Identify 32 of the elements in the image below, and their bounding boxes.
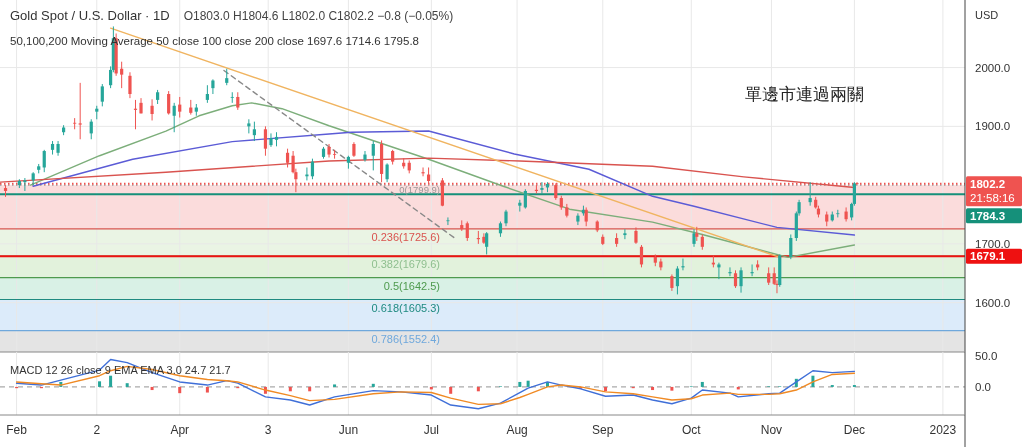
- ref-line-label: 0.786(1552.4): [371, 332, 440, 345]
- x-tick-label: Oct: [681, 423, 702, 437]
- text: Gold Spot / U.S. Dollar · 1D: [10, 8, 170, 23]
- ref-line-label: 1679.1: [970, 250, 1006, 263]
- y-tick-label: 1700.0: [975, 237, 1011, 250]
- y-tick-label: 50.0: [975, 349, 998, 362]
- text: 21:58:16: [970, 192, 1015, 205]
- x-tick-label: Jun: [338, 423, 359, 437]
- x-tick-label: Feb: [6, 423, 28, 437]
- y-tick-label: 0.0: [975, 380, 991, 393]
- annotation: O1803.0 H1804.6 L1802.0 C1802.2 −0.8 (−0.05%): [183, 9, 454, 23]
- ref-line-label: 1784.3: [970, 209, 1006, 222]
- x-tick-label: Sep: [592, 423, 614, 437]
- y-tick-label: 1900.0: [975, 120, 1011, 133]
- ref-line-label: 0.382(1679.6): [371, 257, 440, 270]
- y-axis-title: USD: [975, 9, 999, 21]
- x-tick-label: Jul: [423, 423, 440, 437]
- x-tick-label: 2: [93, 423, 101, 437]
- ref-line-label: 0.236(1725.6): [371, 230, 440, 243]
- y-tick-label: 1600.0: [975, 296, 1011, 309]
- x-tick-label: 2023: [929, 423, 957, 437]
- x-tick-label: Nov: [760, 423, 783, 437]
- ref-line-label: 0(1799.9): [399, 184, 440, 196]
- x-tick-label: 3: [264, 423, 272, 437]
- annotation: 單邊市連過兩關: [745, 84, 864, 104]
- ref-line-label: 0.5(1642.5): [383, 279, 440, 292]
- ref-line-label: 1802.2: [970, 177, 1006, 190]
- x-tick-label: Dec: [843, 423, 866, 437]
- x-tick-label: Apr: [170, 423, 190, 437]
- y-tick-label: 2000.0: [975, 61, 1011, 74]
- x-tick-label: Aug: [506, 423, 528, 437]
- ref-line-label: 0.618(1605.3): [371, 301, 440, 314]
